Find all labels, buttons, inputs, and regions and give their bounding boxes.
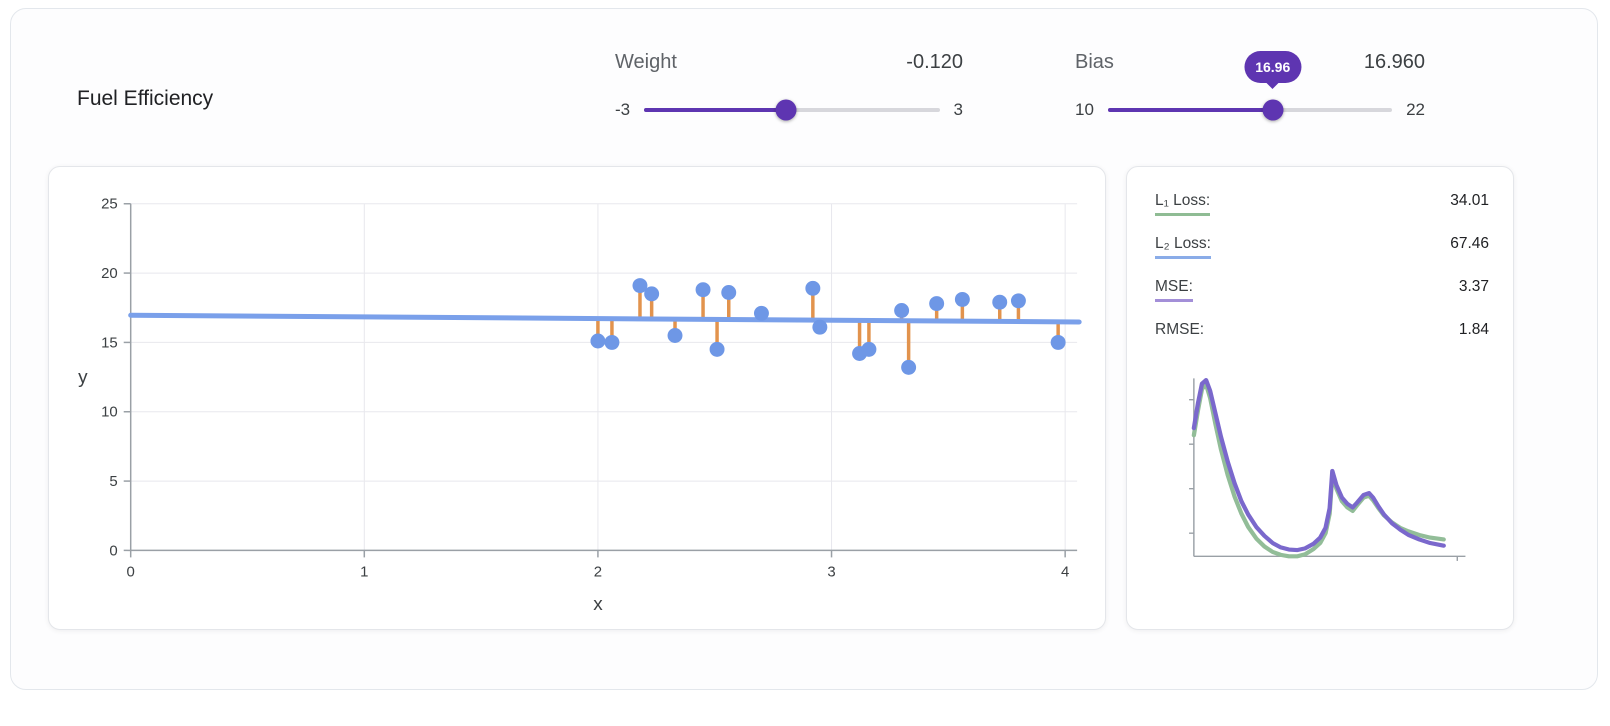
bias-min-label: 10 bbox=[1075, 100, 1094, 119]
page-title: Fuel Efficiency bbox=[77, 87, 214, 110]
bias-slider-thumb[interactable] bbox=[1262, 99, 1284, 121]
scatter-point bbox=[721, 285, 737, 300]
bias-label: Bias bbox=[1075, 51, 1114, 73]
scatter-point bbox=[1050, 334, 1066, 350]
weight-slider[interactable] bbox=[644, 99, 940, 121]
content: 0 5 10 15 20 25 0 1 2 3 4 y x L₁ Loss: 34.01 L₂ Loss… bbox=[11, 122, 1597, 630]
scatter-point bbox=[929, 296, 945, 312]
tick-label: 25 bbox=[101, 196, 118, 213]
metric-row-rmse: RMSE: 1.84 bbox=[1155, 322, 1489, 345]
scatter-point bbox=[805, 280, 821, 296]
scatter-point bbox=[954, 291, 970, 307]
bias-slider[interactable]: 16.96 bbox=[1107, 51, 1393, 121]
scatter-point bbox=[753, 305, 769, 321]
tick-label: 5 bbox=[109, 473, 117, 490]
weight-value: -0.120 bbox=[906, 51, 963, 73]
scatter-point bbox=[1010, 293, 1026, 309]
y-axis-label: y bbox=[78, 367, 88, 388]
bias-slider-fill bbox=[1107, 108, 1273, 112]
scatter-point bbox=[894, 303, 910, 318]
metric-row-l1: L₁ Loss: 34.01 bbox=[1155, 193, 1489, 216]
rmse-label: RMSE: bbox=[1155, 321, 1205, 338]
weight-slider-thumb[interactable] bbox=[775, 99, 797, 121]
metric-row-l2: L₂ Loss: 67.46 bbox=[1155, 236, 1489, 259]
tick-label: 0 bbox=[127, 563, 135, 580]
x-axis-label: x bbox=[593, 594, 603, 615]
tick-label: 0 bbox=[109, 542, 117, 559]
weight-label: Weight bbox=[615, 51, 677, 73]
scatter-point bbox=[667, 328, 683, 343]
l1-loss-label: L₁ Loss: bbox=[1155, 193, 1211, 216]
scatter-point bbox=[812, 319, 828, 335]
mse-value: 3.37 bbox=[1458, 278, 1489, 295]
l1-loss-value: 34.01 bbox=[1450, 192, 1489, 209]
l2-loss-value: 67.46 bbox=[1450, 235, 1489, 252]
header: Fuel Efficiency Weight -0.120 -3 3 Bias … bbox=[11, 9, 1597, 122]
loss-curve-chart bbox=[1189, 378, 1466, 561]
MSE-loss-curve bbox=[1191, 378, 1446, 553]
scatter-point bbox=[901, 359, 917, 375]
scatter-chart-card: 0 5 10 15 20 25 0 1 2 3 4 y x bbox=[48, 166, 1106, 630]
bias-control: Bias 16.960 10 16.96 22 bbox=[1075, 51, 1425, 122]
metric-row-mse: MSE: 3.37 bbox=[1155, 279, 1489, 302]
scatter-point bbox=[590, 333, 606, 349]
weight-max-label: 3 bbox=[953, 100, 963, 119]
tick-label: 4 bbox=[1061, 563, 1069, 580]
scatter-point bbox=[709, 341, 725, 357]
mse-label: MSE: bbox=[1155, 279, 1193, 302]
loss-metrics-card: L₁ Loss: 34.01 L₂ Loss: 67.46 MSE: 3.37 … bbox=[1126, 166, 1514, 630]
tick-label: 2 bbox=[594, 563, 602, 580]
rmse-value: 1.84 bbox=[1458, 321, 1489, 338]
app-frame: Fuel Efficiency Weight -0.120 -3 3 Bias … bbox=[10, 8, 1598, 690]
weight-min-label: -3 bbox=[615, 100, 631, 119]
bias-value: 16.960 bbox=[1363, 51, 1425, 73]
weight-slider-fill bbox=[644, 108, 786, 112]
regression-line bbox=[128, 312, 1082, 325]
tick-label: 15 bbox=[101, 334, 118, 351]
scatter-point bbox=[632, 278, 648, 294]
fuel-efficiency-chart: 0 5 10 15 20 25 0 1 2 3 4 y x bbox=[78, 196, 1082, 615]
scatter-point bbox=[644, 286, 660, 302]
tick-label: 20 bbox=[101, 265, 118, 282]
bias-value-indicator: 16.96 bbox=[1244, 51, 1302, 83]
l2-loss-label: L₂ Loss: bbox=[1155, 236, 1211, 259]
weight-control: Weight -0.120 -3 3 bbox=[615, 51, 963, 122]
tick-label: 1 bbox=[360, 563, 368, 580]
scatter-point bbox=[695, 282, 711, 298]
scatter-point bbox=[861, 341, 877, 357]
tick-label: 10 bbox=[101, 404, 118, 421]
scatter-point bbox=[604, 334, 620, 350]
scatter-point bbox=[992, 294, 1008, 310]
tick-label: 3 bbox=[827, 563, 835, 580]
bias-max-label: 22 bbox=[1406, 100, 1425, 119]
